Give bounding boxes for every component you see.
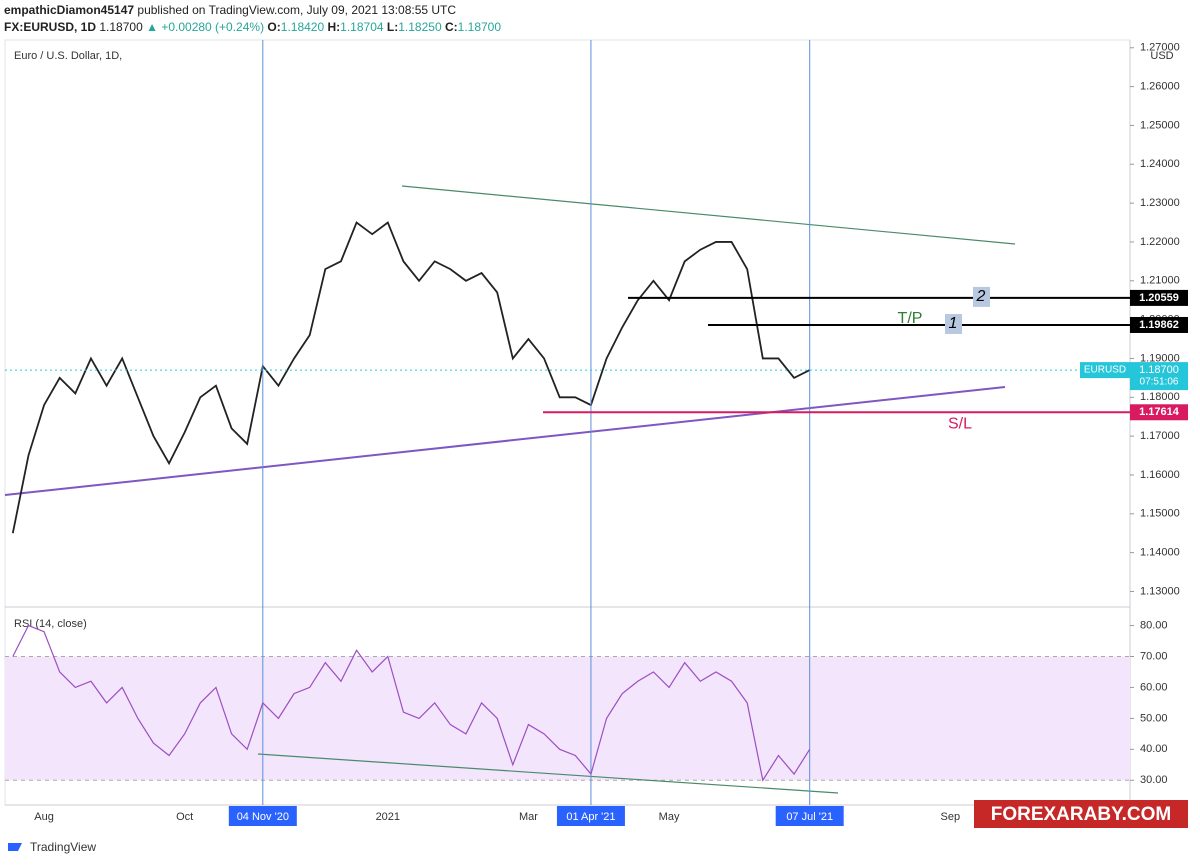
level-text: S/L [948, 415, 972, 432]
note-box [945, 313, 962, 334]
watermark-box [974, 800, 1188, 828]
y-tick-label: 70.00 [1140, 650, 1168, 662]
countdown: 07:51:06 [1140, 377, 1179, 388]
trend-line [257, 753, 839, 794]
date-box [556, 806, 625, 826]
level-text: T/P [898, 310, 923, 327]
rsi-line [12, 624, 811, 782]
level-note: 1 [949, 315, 958, 332]
y-tick-label: 60.00 [1140, 681, 1168, 693]
date-box [775, 806, 844, 826]
x-tick-label: 01 Apr '21 [566, 811, 615, 823]
y-tick-label: 50.00 [1140, 712, 1168, 724]
ohlc-key: O: [267, 20, 281, 34]
watermark: FOREXARABY.COM [991, 804, 1172, 825]
y-tick-label: 30.00 [1140, 774, 1168, 786]
price-box [1130, 362, 1188, 391]
last: 1.18700 [99, 20, 143, 34]
published: published on TradingView.com, July 09, 2… [137, 3, 457, 17]
y-tick-label: 1.16000 [1140, 469, 1180, 481]
trend-line [401, 185, 1016, 245]
rsi-title: RSI (14, close) [14, 618, 87, 630]
x-tick-label: Oct [176, 811, 193, 823]
date-box [228, 806, 297, 826]
x-tick-label: Aug [34, 811, 54, 823]
y-tick-label: 1.27000 [1140, 42, 1180, 54]
level-label: 1.19862 [1139, 319, 1179, 331]
price-line [11, 221, 811, 534]
y-tick-label: 1.14000 [1140, 547, 1180, 559]
chart-title: Euro / U.S. Dollar, 1D, [14, 50, 122, 62]
level-note: 2 [976, 288, 986, 305]
logo [8, 843, 22, 851]
arrow: ▲ [146, 20, 158, 34]
x-tick-label: 07 Jul '21 [786, 811, 833, 823]
level-box [1130, 316, 1188, 333]
y-tick-label: 1.15000 [1140, 508, 1180, 520]
ohlc-value: 1.18420 [280, 20, 325, 34]
y-tick-label: 1.24000 [1140, 158, 1180, 170]
symbol-line: FX:EURUSD, 1D 1.18700 ▲ +0.00280 (+0.24%… [4, 19, 501, 36]
y-tick-label: 1.25000 [1140, 119, 1180, 131]
y-tick-label: 1.13000 [1140, 585, 1180, 597]
y-tick-label: 1.19000 [1140, 352, 1180, 364]
level-box [1130, 289, 1188, 306]
rsi-band [5, 656, 1130, 781]
ohlc-value: 1.18700 [457, 20, 502, 34]
ohlc-key: H: [327, 20, 341, 34]
symbol-box [1080, 362, 1130, 379]
y-tick-label: 40.00 [1140, 743, 1168, 755]
ohlc-key: C: [444, 20, 458, 34]
level-box [1130, 404, 1188, 421]
x-tick-label: 2021 [376, 811, 400, 823]
x-tick-label: 04 Nov '20 [237, 811, 289, 823]
x-tick-label: May [659, 811, 680, 823]
ohlc-key: L: [386, 20, 399, 34]
y-tick-label: 1.23000 [1140, 197, 1180, 209]
note-box [973, 286, 990, 307]
y-tick-label: 1.18000 [1140, 391, 1180, 403]
y-tick-label: 1.22000 [1140, 236, 1180, 248]
level-label: 1.20559 [1139, 292, 1179, 304]
footer: TradingView [30, 840, 96, 854]
ohlc-value: 1.18250 [398, 20, 442, 34]
level-label: 1.17614 [1139, 406, 1180, 418]
y-tick-label: 1.17000 [1140, 430, 1180, 442]
x-tick-label: Sep [941, 811, 961, 823]
change: +0.00280 (+0.24%) [161, 20, 265, 34]
trend-line [4, 386, 1006, 496]
currency: USD [1150, 50, 1173, 62]
y-tick-label: 80.00 [1140, 619, 1168, 631]
y-tick-label: 1.26000 [1140, 81, 1180, 93]
y-tick-label: 1.21000 [1140, 275, 1180, 287]
header: empathicDiamon45147 published on Trading… [4, 2, 501, 36]
x-tick-label: Mar [519, 811, 538, 823]
publish-line: empathicDiamon45147 published on Trading… [4, 2, 501, 19]
symbol: FX:EURUSD, 1D [4, 20, 97, 34]
symbol-label: EURUSD [1084, 365, 1126, 376]
ohlc-value: 1.18704 [340, 20, 384, 34]
price-label: 1.18700 [1139, 364, 1179, 376]
user: empathicDiamon45147 [4, 3, 135, 17]
ohlc: O:1.18420 H:1.18704 L:1.18250 C:1.18700 [267, 20, 501, 34]
